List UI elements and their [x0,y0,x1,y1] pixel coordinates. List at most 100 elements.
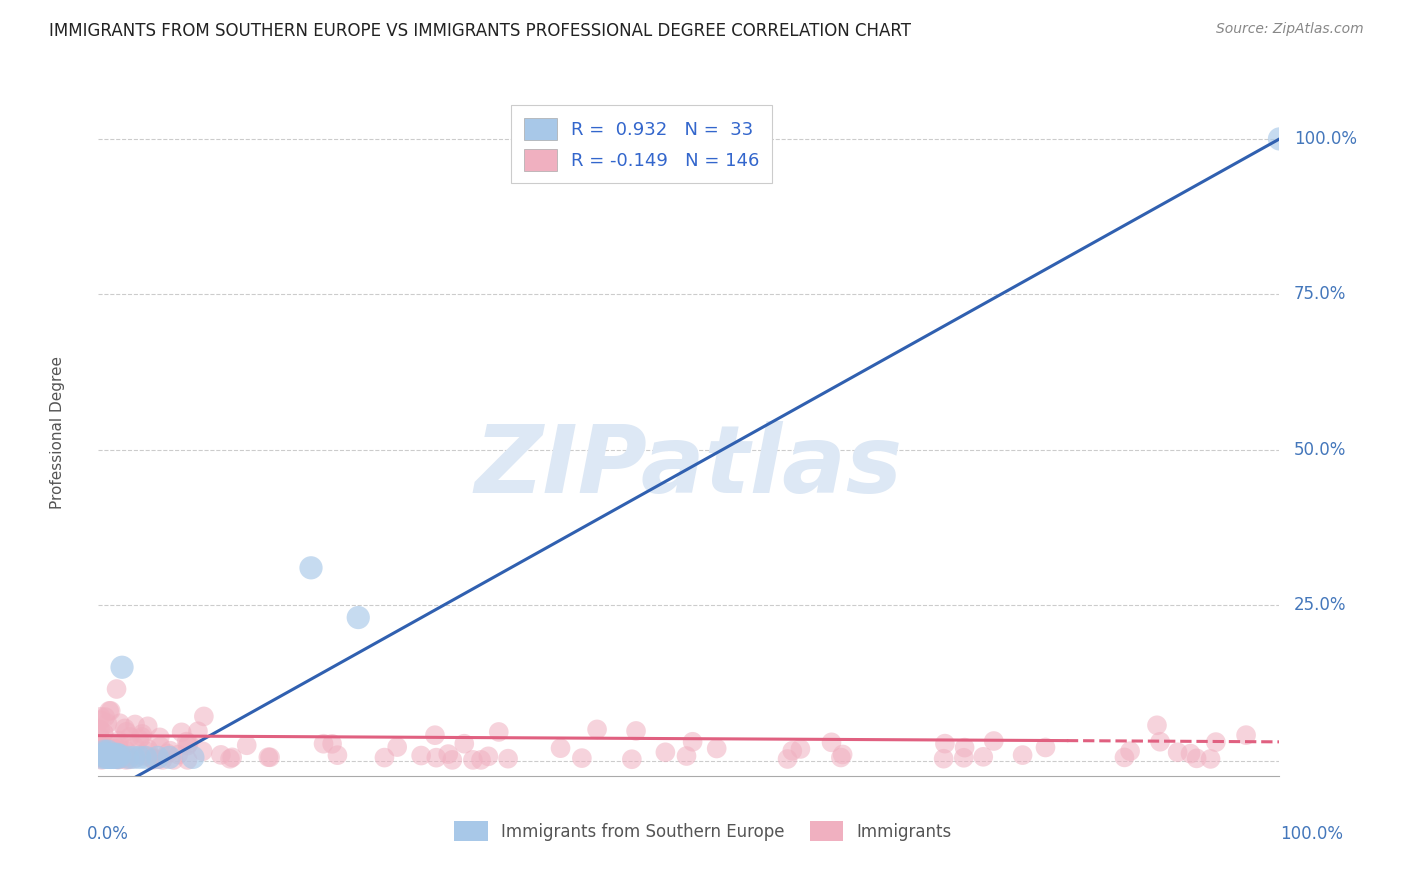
Point [132,748,155,763]
Point [437,747,460,761]
Point [104,747,127,762]
Point [111,746,134,760]
Text: 75.0%: 75.0% [1294,285,1346,303]
Point [91,747,114,762]
Point [112,751,135,765]
Point [136,745,159,759]
Point [157,750,180,764]
Point [1185,751,1208,765]
Point [441,753,464,767]
Point [98,750,121,764]
Point [100,704,122,718]
Point [98,750,121,764]
Point [257,750,280,764]
Point [193,709,215,723]
Point [93,726,115,740]
Point [820,735,842,749]
Point [90,750,112,764]
Point [97,744,120,758]
Point [136,742,159,756]
Point [152,753,174,767]
Point [90,710,112,724]
Point [425,750,447,764]
Point [176,753,198,767]
Point [115,744,138,758]
Point [675,749,697,764]
Point [299,561,322,575]
Point [122,750,145,764]
Point [105,752,128,766]
Point [624,723,647,738]
Point [259,750,281,764]
Point [94,739,117,754]
Point [571,751,593,765]
Point [411,748,433,763]
Point [93,744,115,758]
Point [131,727,153,741]
Point [1167,745,1189,759]
Point [953,740,976,755]
Point [932,752,955,766]
Point [108,748,131,763]
Point [831,747,853,762]
Point [1146,718,1168,732]
Point [972,749,994,764]
Point [706,741,728,756]
Point [209,747,232,762]
Point [103,741,125,756]
Text: Professional Degree: Professional Degree [49,356,65,509]
Point [100,750,122,764]
Point [118,752,141,766]
Point [385,740,408,755]
Point [470,753,492,767]
Point [124,739,146,754]
Point [235,738,257,752]
Point [983,734,1005,748]
Point [321,737,343,751]
Point [93,725,115,739]
Point [103,747,125,761]
Point [170,725,193,739]
Point [156,747,179,761]
Point [191,744,214,758]
Point [105,750,128,764]
Point [117,750,139,764]
Point [107,752,129,766]
Point [100,747,122,762]
Point [108,716,131,731]
Point [789,742,811,756]
Point [219,752,242,766]
Point [181,750,204,764]
Point [91,740,114,755]
Point [93,744,115,758]
Point [1234,728,1257,742]
Point [90,753,112,767]
Point [94,710,117,724]
Point [221,750,243,764]
Point [128,750,150,764]
Point [142,751,165,765]
Point [131,730,153,744]
Point [146,750,169,764]
Point [108,733,131,747]
Point [98,744,121,758]
Point [114,722,136,736]
Point [159,744,181,758]
Point [101,748,124,763]
Point [1149,735,1171,749]
Point [105,747,128,762]
Point [176,734,198,748]
Point [94,746,117,760]
Point [1180,747,1202,761]
Point [98,743,121,757]
Point [148,752,170,766]
Point [1035,740,1057,755]
Point [108,746,131,760]
Point [477,749,499,764]
Point [111,660,134,674]
Point [91,749,114,764]
Point [326,748,349,763]
Point [105,681,128,696]
Point [103,750,125,764]
Point [934,737,956,751]
